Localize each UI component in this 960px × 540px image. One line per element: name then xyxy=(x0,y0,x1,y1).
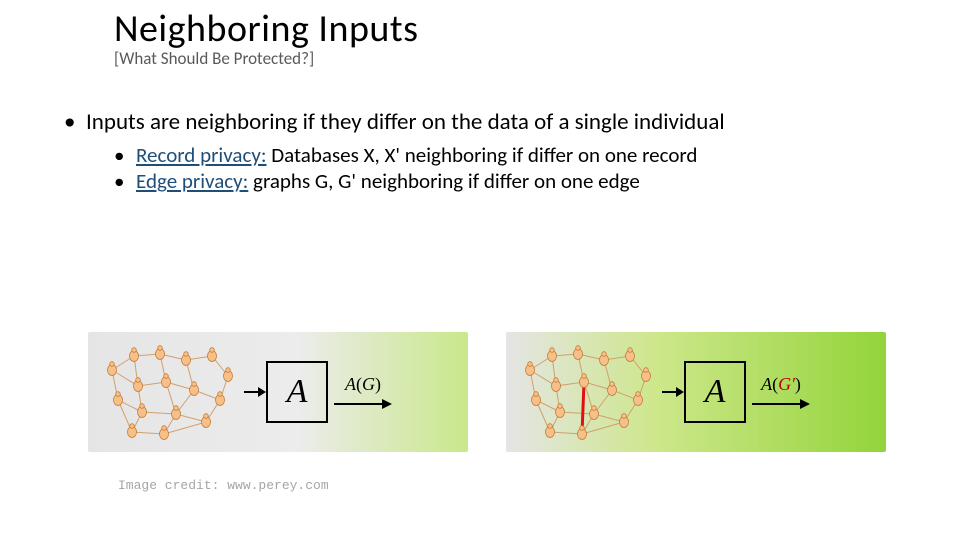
bullet-record-lead: Record privacy: xyxy=(136,142,267,168)
bullet-edge-lead: Edge privacy: xyxy=(136,168,248,194)
output-label-left: A(G) xyxy=(345,374,381,395)
algorithm-box-right: A xyxy=(684,361,746,423)
panel-g: A A(G) xyxy=(88,332,468,452)
bullet-record: Record privacy: Databases X, X' neighbor… xyxy=(114,142,914,168)
arrow-icon xyxy=(662,384,684,400)
graph-g xyxy=(94,342,244,442)
arrow-icon xyxy=(334,397,392,411)
arrow-icon xyxy=(244,384,266,400)
bullet-list: Inputs are neighboring if they differ on… xyxy=(64,108,914,195)
bullet-record-rest: Databases X, X' neighboring if differ on… xyxy=(267,142,698,168)
algorithm-box-left: A xyxy=(266,361,328,423)
panel-gprime: A A(G') xyxy=(506,332,886,452)
bullet-edge: Edge privacy: graphs G, G' neighboring i… xyxy=(114,168,914,194)
slide-title: Neighboring Inputs xyxy=(114,6,418,52)
bullet-main: Inputs are neighboring if they differ on… xyxy=(64,108,914,136)
diagram: A A(G) A A(G') xyxy=(88,332,886,452)
output-label-right: A(G') xyxy=(761,374,801,395)
image-credit: Image credit: www.perey.com xyxy=(118,478,329,493)
arrow-icon xyxy=(752,397,810,411)
bullet-edge-rest: graphs G, G' neighboring if differ on on… xyxy=(248,168,639,194)
graph-gprime xyxy=(512,342,662,442)
